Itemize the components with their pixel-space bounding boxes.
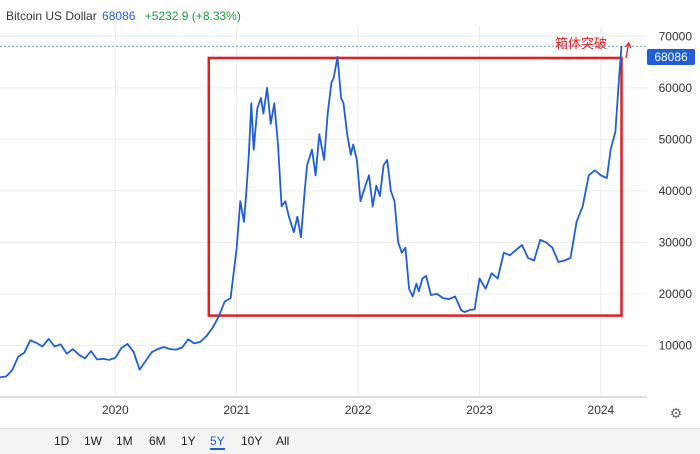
annotation-arrow (624, 41, 632, 59)
y-tick-label: 30000 (659, 235, 693, 249)
settings-gear-icon[interactable]: ⚙ (669, 405, 683, 421)
time-range-bar: 1D 1W 1M 6M 1Y 5Y 10Y All (0, 428, 700, 454)
x-tick-label: 2020 (102, 403, 129, 417)
range-1d-button[interactable]: 1D (54, 434, 70, 448)
y-tick-label: 10000 (659, 338, 693, 352)
y-tick-label: 60000 (659, 81, 693, 95)
price-change: +5232.9 (+8.33%) (144, 9, 241, 23)
y-tick-label: 70000 (659, 29, 693, 43)
last-price-tag-bg (647, 49, 695, 65)
breakout-box (207, 56, 623, 317)
range-1y-button[interactable]: 1Y (181, 434, 196, 448)
range-all-button[interactable]: All (276, 434, 290, 448)
annotation: 箱体突破 (555, 36, 632, 59)
x-tick-label: 2024 (588, 403, 615, 417)
annotation-text: 箱体突破 (555, 36, 607, 51)
price-chart[interactable]: 10000 20000 30000 40000 50000 60000 70000 2020… (0, 0, 700, 428)
y-axis: 10000 20000 30000 40000 50000 60000 70000 (659, 29, 693, 352)
range-1w-button[interactable]: 1W (84, 434, 102, 448)
current-price: 68086 (102, 9, 136, 23)
x-tick-label: 2021 (223, 403, 250, 417)
grid-lines (0, 26, 647, 397)
range-10y-button[interactable]: 10Y (241, 434, 263, 448)
range-6m-button[interactable]: 6M (149, 434, 166, 448)
range-1m-button[interactable]: 1M (116, 434, 133, 448)
x-tick-label: 2022 (345, 403, 372, 417)
y-tick-label: 20000 (659, 287, 693, 301)
last-price-tag: 68086 (647, 49, 695, 65)
instrument-name: Bitcoin US Dollar (6, 9, 97, 23)
price-series-line (0, 46, 623, 379)
y-tick-label: 50000 (659, 132, 693, 146)
range-5y-button[interactable]: 5Y (210, 434, 225, 450)
x-tick-label: 2023 (466, 403, 493, 417)
last-price-tag-text: 68086 (654, 50, 688, 64)
x-axis: 2020 2021 2022 2023 2024 (102, 403, 615, 417)
y-tick-label: 40000 (659, 184, 693, 198)
chart-header: Bitcoin US Dollar 68086 +5232.9 (+8.33%) (6, 9, 241, 23)
